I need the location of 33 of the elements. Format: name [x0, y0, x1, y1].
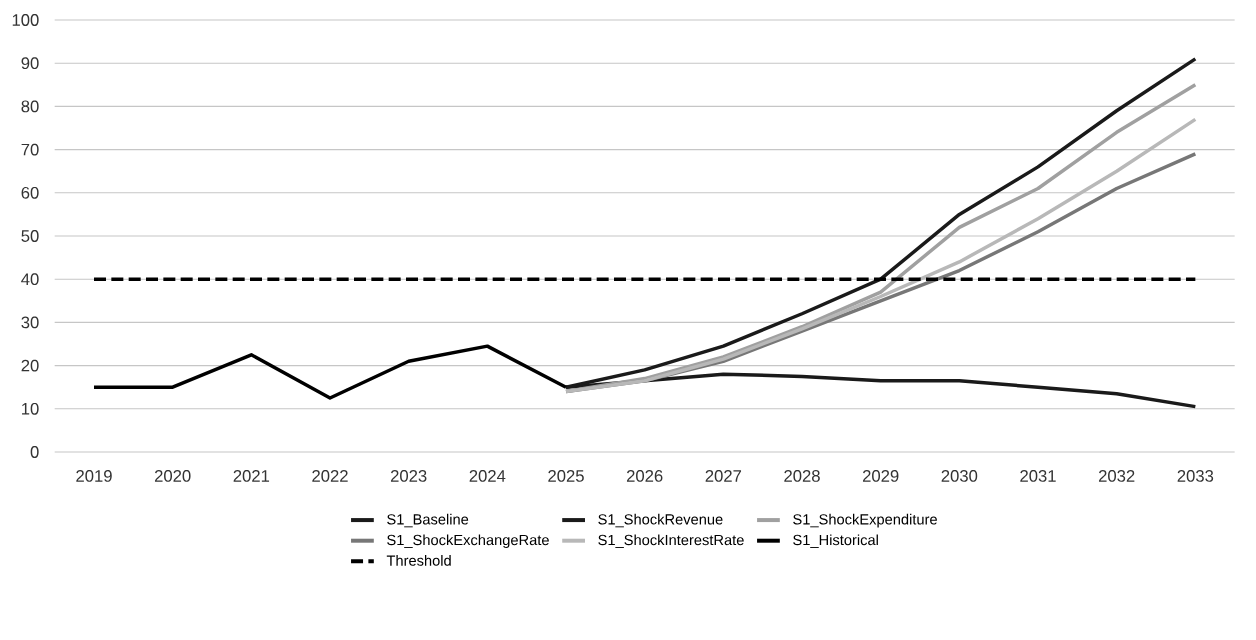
x-tick-label: 2026 [626, 470, 663, 482]
y-tick-label: 80 [21, 100, 39, 113]
x-tick-label: 2033 [1177, 470, 1214, 482]
y-tick-label: 60 [21, 186, 39, 199]
x-tick-label: 2032 [1098, 470, 1135, 482]
legend-label: S1_ShockRevenue [598, 513, 723, 528]
x-tick-label: 2028 [784, 470, 820, 482]
x-tick-label: 2031 [1020, 470, 1056, 482]
x-tick-label: 2024 [469, 470, 506, 482]
x-tick-label: 2029 [862, 470, 899, 482]
legend-label: S1_ShockInterestRate [598, 534, 744, 548]
x-tick-label: 2020 [154, 470, 191, 482]
x-tick-label: 2030 [941, 470, 978, 482]
y-tick-label: 0 [30, 446, 39, 458]
x-tick-label: 2022 [312, 470, 348, 482]
y-tick-label: 40 [21, 273, 39, 286]
legend-label: Threshold [386, 555, 451, 566]
y-tick-label: 70 [21, 143, 39, 156]
y-tick-label: 100 [12, 14, 39, 26]
x-tick-label: 2023 [390, 470, 427, 482]
y-tick-label: 50 [21, 230, 39, 242]
legend-label: S1_ShockExpenditure [793, 513, 937, 528]
x-tick-label: 2027 [705, 470, 742, 482]
y-tick-label: 90 [21, 57, 39, 70]
y-tick-label: 30 [21, 316, 39, 329]
x-tick-label: 2021 [233, 470, 270, 482]
legend-label: S1_ShockExchangeRate [387, 534, 549, 549]
y-tick-label: 10 [22, 402, 39, 415]
legend-label: S1_Baseline [387, 513, 469, 528]
x-tick-label: 2019 [76, 470, 112, 482]
y-tick-label: 20 [21, 359, 39, 372]
legend-label: S1_Historical [793, 534, 878, 548]
x-tick-label: 2025 [548, 470, 584, 482]
